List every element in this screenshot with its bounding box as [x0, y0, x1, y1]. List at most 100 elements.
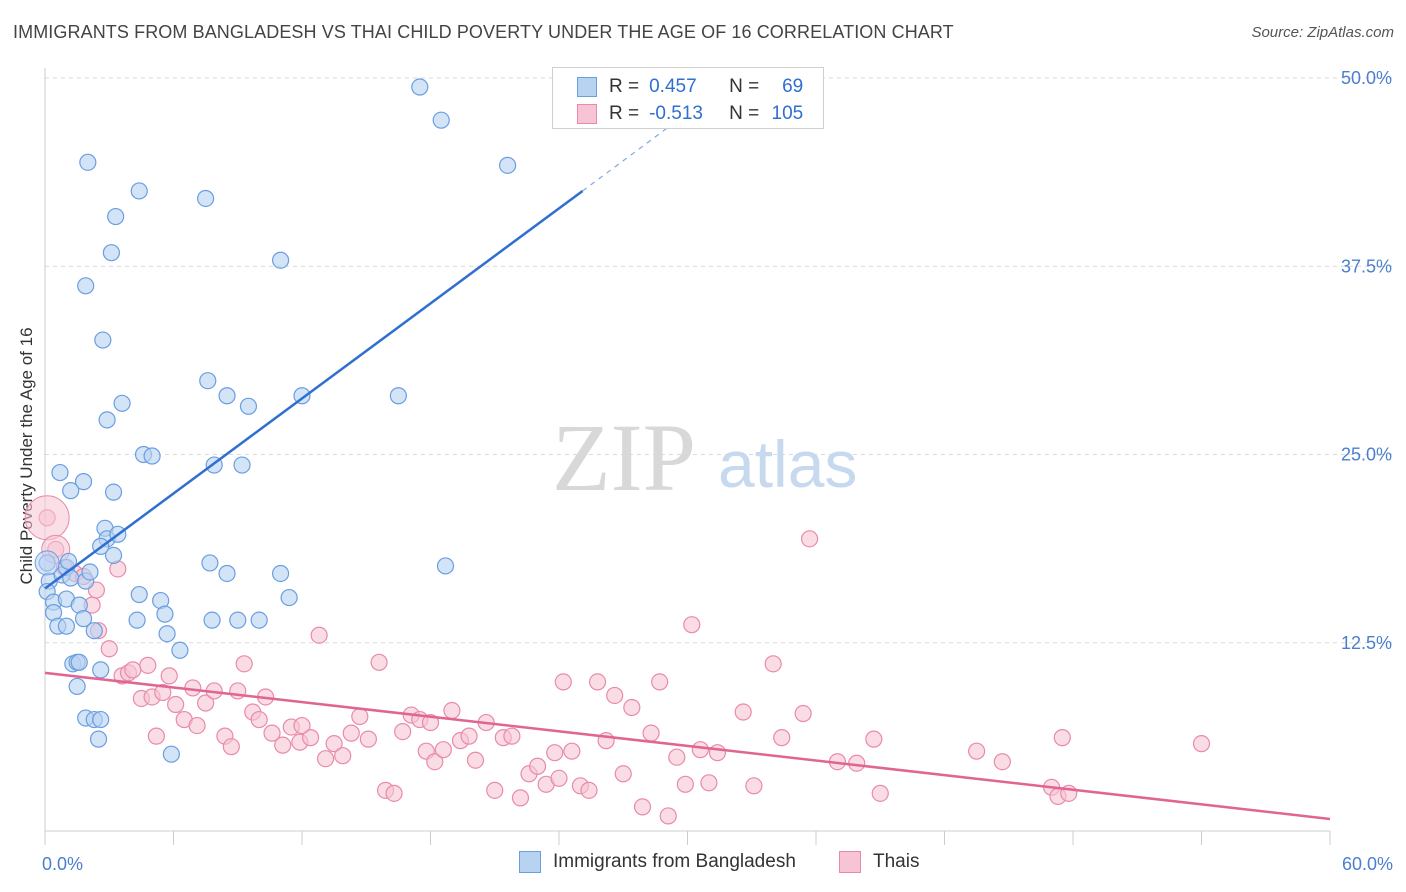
data-point — [659, 807, 677, 825]
data-point — [229, 611, 247, 629]
data-point — [79, 153, 97, 171]
data-point — [274, 736, 292, 754]
data-point — [993, 753, 1011, 771]
x-tick-label: 0.0% — [42, 854, 83, 874]
data-point — [59, 552, 78, 571]
n-value: 105 — [771, 103, 804, 124]
data-point — [734, 703, 752, 721]
data-point — [546, 744, 564, 762]
data-point — [745, 777, 763, 795]
legend-item-bangladesh[interactable]: Immigrants from Bangladesh — [519, 851, 796, 873]
data-point — [92, 661, 110, 679]
data-point — [100, 640, 118, 658]
legend-swatch-pink — [577, 104, 597, 124]
data-point — [89, 730, 108, 748]
y-tick-label: 12.5% — [1341, 633, 1392, 653]
legend-swatch-blue — [577, 77, 597, 97]
bangladesh-points — [34, 78, 517, 763]
data-point — [676, 775, 694, 793]
data-point — [139, 656, 157, 674]
data-point — [77, 277, 95, 295]
bangladesh-trend-line — [44, 189, 584, 590]
data-point — [334, 747, 352, 765]
data-point — [104, 483, 123, 501]
data-point — [171, 641, 189, 659]
data-point — [370, 653, 388, 671]
data-point — [94, 331, 112, 349]
data-point — [113, 394, 131, 412]
data-point — [563, 742, 581, 760]
bangladesh-trend-extension — [582, 106, 697, 192]
data-point — [394, 723, 412, 741]
data-point — [642, 724, 660, 742]
data-point — [1053, 729, 1071, 747]
data-point — [389, 387, 407, 405]
data-point — [773, 729, 791, 747]
data-point — [411, 78, 429, 96]
data-point — [421, 713, 440, 732]
r-label: R = — [609, 76, 640, 97]
data-point — [651, 673, 669, 691]
legend-label: Thais — [873, 851, 920, 872]
y-tick-label: 50.0% — [1341, 68, 1392, 88]
data-point — [511, 789, 530, 807]
thais-trend-line — [44, 671, 1331, 821]
data-point — [250, 710, 268, 729]
data-point — [74, 473, 93, 491]
watermark-zip: ZIP — [552, 404, 696, 511]
data-point — [130, 182, 148, 200]
y-tick-label: 25.0% — [1341, 445, 1392, 465]
data-point — [359, 730, 377, 748]
x-tick-label: 60.0% — [1342, 854, 1393, 874]
data-point — [156, 605, 174, 623]
data-point — [794, 704, 812, 723]
data-point — [263, 724, 281, 742]
data-point — [199, 372, 217, 390]
data-point — [197, 694, 215, 712]
data-point-large — [24, 495, 70, 541]
legend-item-thais[interactable]: Thais — [839, 851, 919, 873]
data-point — [188, 716, 206, 735]
data-point — [233, 456, 251, 474]
axes — [44, 68, 1331, 845]
data-point — [499, 156, 517, 174]
data-point — [167, 695, 185, 714]
n-value: 69 — [782, 76, 804, 97]
data-point — [588, 673, 607, 691]
data-point — [197, 189, 215, 208]
data-point — [871, 784, 889, 802]
data-point — [528, 757, 547, 775]
data-point — [668, 748, 686, 766]
data-point — [554, 673, 572, 691]
data-point — [70, 653, 88, 671]
data-point — [143, 447, 161, 465]
data-point — [250, 611, 268, 629]
data-point — [968, 742, 986, 760]
data-point — [218, 564, 236, 583]
data-point — [222, 738, 240, 756]
data-point — [1192, 735, 1211, 753]
data-point — [550, 769, 568, 787]
chart-title: IMMIGRANTS FROM BANGLADESH VS THAI CHILD… — [13, 22, 954, 42]
legend-label: Immigrants from Bangladesh — [553, 851, 796, 872]
data-point — [614, 765, 632, 783]
data-point — [68, 677, 86, 696]
data-point — [62, 482, 80, 500]
data-point — [708, 744, 727, 762]
data-point — [154, 683, 172, 702]
legend-swatch-blue — [519, 851, 541, 873]
data-point — [57, 617, 76, 635]
series-legend: Immigrants from Bangladesh Thais — [0, 851, 1406, 877]
data-point-large — [34, 550, 60, 576]
stats-legend-row-thais: R = -0.513 N = 105 — [577, 101, 803, 127]
n-label: N = — [729, 76, 760, 97]
legend-swatch-pink — [839, 851, 861, 873]
data-point — [293, 387, 311, 405]
data-point — [325, 735, 343, 753]
data-point — [85, 622, 103, 640]
data-point — [203, 611, 221, 629]
data-point — [385, 784, 403, 802]
stats-legend: R = 0.457 N = 69 R = -0.513 N = 105 — [552, 67, 824, 129]
data-point — [443, 701, 461, 720]
